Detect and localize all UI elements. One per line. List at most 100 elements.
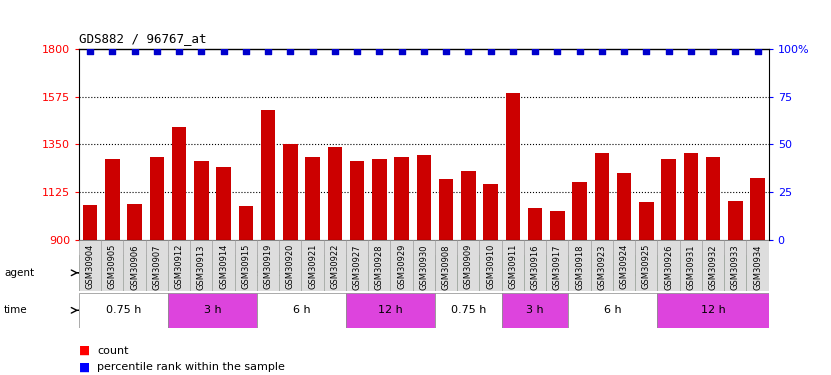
Bar (172, 128, 186, 240)
Bar (372, 159, 386, 240)
Point (484, 48, 497, 54)
Text: 0.75 h: 0.75 h (450, 305, 486, 315)
Point (751, 48, 765, 54)
Text: GSM30926: GSM30926 (664, 244, 673, 290)
Bar (550, 211, 564, 240)
Point (462, 48, 475, 54)
Bar (573, 182, 587, 240)
Text: neuromedin U: neuromedin U (563, 268, 642, 278)
Bar (105, 159, 120, 240)
Bar (395, 157, 409, 240)
Bar (528, 208, 543, 240)
Text: GSM30930: GSM30930 (420, 244, 428, 290)
Point (551, 48, 564, 54)
Text: GSM30934: GSM30934 (753, 244, 762, 290)
Text: GSM30928: GSM30928 (375, 244, 384, 290)
Text: GSM30931: GSM30931 (686, 244, 696, 290)
Text: GSM30914: GSM30914 (219, 244, 228, 290)
Text: GSM30929: GSM30929 (397, 244, 406, 290)
Bar (568, 292, 657, 328)
Text: GSM30932: GSM30932 (709, 244, 717, 290)
Text: 6 h: 6 h (604, 305, 622, 315)
Bar (127, 204, 142, 240)
Bar (257, 292, 346, 328)
Bar (657, 240, 680, 291)
Bar (750, 178, 765, 240)
Bar (168, 292, 257, 328)
Bar (479, 240, 502, 291)
Bar (83, 205, 97, 240)
Text: GSM30927: GSM30927 (352, 244, 361, 290)
Bar (613, 240, 635, 291)
Point (706, 48, 720, 54)
Bar (591, 240, 613, 291)
Bar (350, 161, 364, 240)
Text: GSM30910: GSM30910 (486, 244, 495, 290)
Bar (568, 240, 591, 291)
Bar (168, 240, 190, 291)
Bar (657, 292, 769, 328)
Bar (279, 240, 302, 291)
Point (239, 48, 253, 54)
Text: GSM30904: GSM30904 (86, 244, 95, 290)
Point (617, 48, 631, 54)
Bar (346, 240, 368, 291)
Text: GSM30923: GSM30923 (597, 244, 607, 290)
Bar (524, 240, 546, 291)
Point (128, 48, 141, 54)
Point (194, 48, 208, 54)
Bar (368, 240, 391, 291)
Bar (305, 157, 320, 240)
Text: 0.75 h: 0.75 h (106, 305, 141, 315)
Text: time: time (4, 305, 27, 315)
Bar (194, 161, 209, 240)
Text: GSM30917: GSM30917 (553, 244, 562, 290)
Bar (101, 240, 124, 291)
Bar (617, 173, 632, 240)
Bar (635, 240, 657, 291)
Bar (234, 240, 257, 291)
Point (372, 48, 386, 54)
Bar (145, 240, 168, 291)
Text: 3 h: 3 h (526, 305, 543, 315)
Point (306, 48, 319, 54)
Bar (79, 240, 101, 291)
Text: ■: ■ (79, 344, 90, 357)
Bar (190, 240, 213, 291)
Text: GSM30916: GSM30916 (530, 244, 539, 290)
Bar (327, 147, 342, 240)
Bar (346, 292, 435, 328)
Bar (728, 201, 743, 240)
Bar (216, 166, 231, 240)
Text: GSM30922: GSM30922 (330, 244, 339, 290)
Text: GSM30913: GSM30913 (197, 244, 206, 290)
Point (440, 48, 453, 54)
Bar (213, 240, 234, 291)
Bar (435, 292, 502, 328)
Bar (706, 157, 720, 240)
Point (217, 48, 230, 54)
Text: GSM30912: GSM30912 (175, 244, 184, 290)
Text: agent: agent (4, 268, 34, 278)
Point (172, 48, 185, 54)
Point (640, 48, 653, 54)
Bar (435, 240, 457, 291)
Point (395, 48, 408, 54)
Text: count: count (97, 346, 129, 355)
Bar (505, 93, 520, 240)
Bar (79, 255, 435, 291)
Point (83, 48, 96, 54)
Point (106, 48, 119, 54)
Text: GSM30933: GSM30933 (730, 244, 740, 290)
Text: GSM30918: GSM30918 (575, 244, 584, 290)
Text: untreated: untreated (229, 268, 284, 278)
Bar (702, 240, 724, 291)
Bar (746, 240, 769, 291)
Bar (261, 110, 275, 240)
Bar (546, 240, 568, 291)
Text: 12 h: 12 h (701, 305, 725, 315)
Text: GSM30921: GSM30921 (308, 244, 317, 290)
Bar (484, 184, 498, 240)
Point (595, 48, 608, 54)
Point (283, 48, 297, 54)
